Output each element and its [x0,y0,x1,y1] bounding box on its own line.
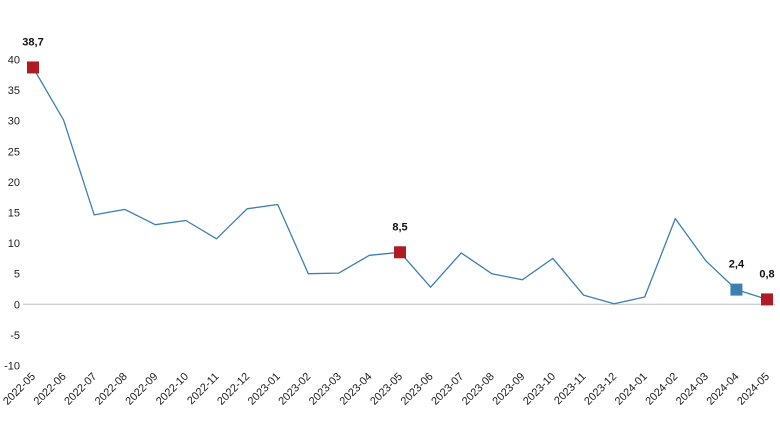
x-tick-label: 2022-11 [185,371,221,407]
x-tick-label: 2023-03 [307,371,344,408]
data-label: 2,4 [729,259,745,271]
y-tick-label: 20 [8,177,20,189]
y-tick-label: -5 [10,330,20,342]
x-tick-label: 2022-05 [1,371,38,408]
highlight-marker [27,61,39,74]
data-label: 8,5 [392,221,407,233]
x-tick-label: 2023-09 [490,371,527,408]
x-tick-label: 2022-07 [62,371,99,408]
x-tick-label: 2022-09 [123,371,160,408]
data-label: 0,8 [759,268,774,280]
y-axis-tick-labels: 40 35 30 25 20 15 10 5 0 -5 -10 [4,55,20,373]
x-tick-label: 2022-06 [32,371,69,408]
y-tick-label: 15 [8,208,20,220]
highlight-marker [730,283,743,296]
x-tick-label: 2022-10 [154,371,191,408]
x-tick-label: 2023-02 [276,371,313,408]
x-axis-tick-labels: 2022-052022-062022-072022-082022-092022-… [1,371,772,408]
y-tick-label: 0 [14,299,20,311]
y-tick-label: 10 [8,238,20,250]
x-tick-label: 2023-08 [460,371,497,408]
x-tick-label: 2024-04 [705,371,742,408]
y-tick-label: 40 [8,55,20,67]
x-tick-label: 2023-06 [399,371,436,408]
x-tick-label: 2023-10 [521,371,558,408]
x-tick-label: 2023-05 [368,371,405,408]
x-tick-label: 2022-12 [215,371,252,408]
y-tick-label: -10 [4,361,20,373]
y-tick-label: 5 [14,269,20,281]
series-line [32,67,768,305]
highlight-marker [761,293,773,306]
highlight-markers [27,61,773,306]
y-tick-label: 25 [8,146,20,158]
x-tick-label: 2024-03 [674,371,711,408]
y-tick-label: 30 [8,116,20,128]
x-tick-label: 2023-04 [338,371,375,408]
x-tick-label: 2024-02 [643,371,680,408]
x-tick-label: 2023-07 [429,371,466,408]
y-tick-label: 35 [8,85,20,97]
x-tick-label: 2023-11 [552,371,588,407]
highlight-marker [394,246,406,259]
x-tick-label: 2022-08 [93,371,130,408]
x-tick-label: 2024-05 [735,371,772,408]
data-labels: 38,7 8,5 2,4 0,8 [22,36,774,280]
x-tick-label: 2023-01 [246,371,283,408]
x-tick-label: 2024-01 [613,371,650,408]
x-tick-label: 2023-12 [582,371,619,408]
data-label: 38,7 [22,36,43,48]
